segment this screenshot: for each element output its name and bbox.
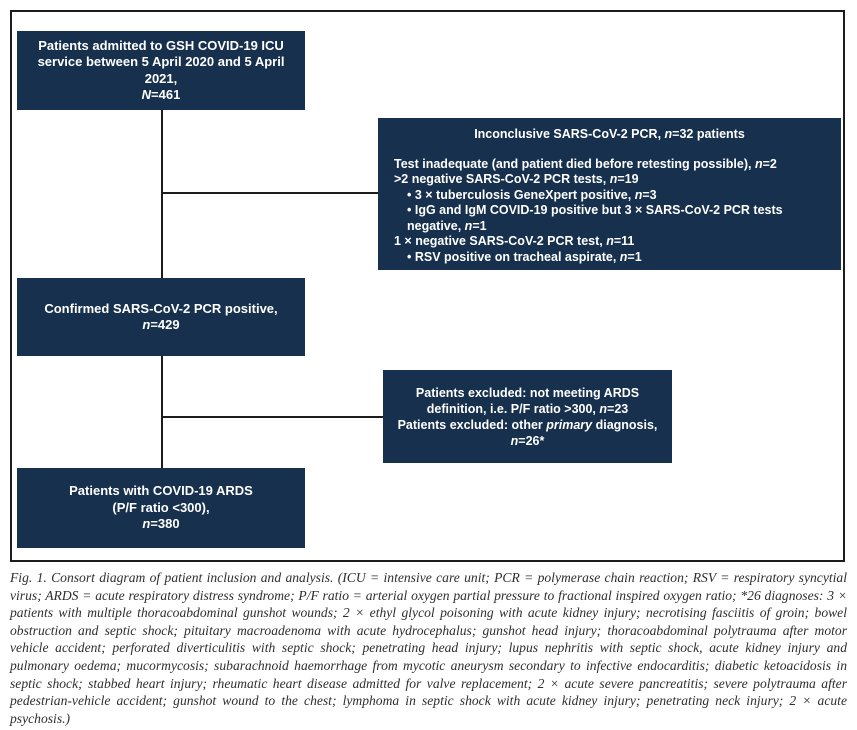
box-patients-admitted-text: Patients admitted to GSH COVID-19 ICU ser… bbox=[37, 37, 285, 103]
figure-caption: Fig. 1. Consort diagram of patient inclu… bbox=[10, 570, 847, 726]
connector-horizontal-to-inconclusive bbox=[161, 192, 378, 194]
connector-horizontal-to-excluded bbox=[161, 416, 383, 418]
box-confirmed-positive: Confirmed SARS-CoV-2 PCR positive, n=429 bbox=[17, 278, 305, 356]
box-patients-excluded: Patients excluded: not meeting ARDS defin… bbox=[383, 370, 672, 463]
box-patients-excluded-text: Patients excluded: not meeting ARDS defin… bbox=[397, 385, 658, 448]
box-inconclusive-title: Inconclusive SARS-CoV-2 PCR, n=32 patien… bbox=[474, 127, 745, 141]
box-confirmed-positive-text: Confirmed SARS-CoV-2 PCR positive, n=429 bbox=[44, 300, 278, 333]
box-inconclusive-pcr: Inconclusive SARS-CoV-2 PCR, n=32 patien… bbox=[378, 118, 841, 270]
inconclusive-line-1x-negative: 1 × negative SARS-CoV-2 PCR test, n=11 bbox=[394, 234, 635, 248]
inconclusive-line-igg-igm: • IgG and IgM COVID-19 positive but 3 × … bbox=[407, 203, 783, 233]
inconclusive-line-rsv: • RSV positive on tracheal aspirate, n=1 bbox=[407, 249, 642, 264]
connector-vertical-confirmed-to-ards bbox=[161, 356, 163, 468]
inconclusive-line-test-inadequate: Test inadequate (and patient died before… bbox=[394, 156, 777, 171]
box-covid-ards: Patients with COVID-19 ARDS (P/F ratio <3… bbox=[17, 468, 305, 548]
box-covid-ards-text: Patients with COVID-19 ARDS (P/F ratio <3… bbox=[69, 483, 253, 532]
inconclusive-line-gt2-negative: >2 negative SARS-CoV-2 PCR tests, n=19 bbox=[394, 172, 639, 186]
box-patients-admitted: Patients admitted to GSH COVID-19 ICU ser… bbox=[17, 31, 305, 110]
inconclusive-line-tb-genexpert: • 3 × tuberculosis GeneXpert positive, n… bbox=[407, 187, 657, 202]
connector-vertical-admitted-to-confirmed bbox=[161, 110, 163, 278]
